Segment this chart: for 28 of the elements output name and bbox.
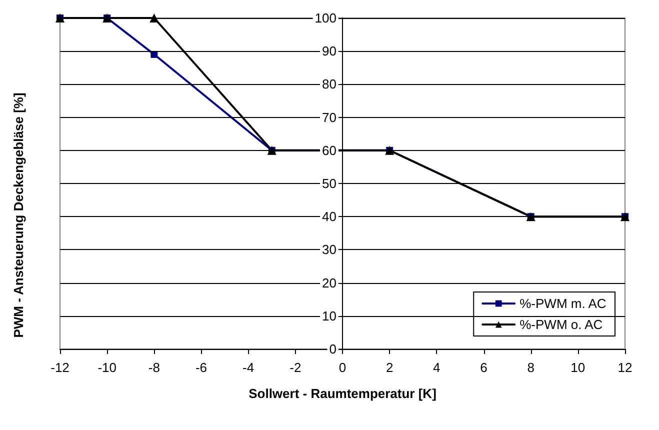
x-tick-label: -8 bbox=[148, 360, 160, 375]
y-axis-title: PWM - Ansteuerung Deckengebläse [%] bbox=[11, 92, 26, 338]
x-tick-label: -6 bbox=[195, 360, 208, 375]
x-tick-label: -10 bbox=[98, 360, 116, 375]
y-tick-label: 60 bbox=[322, 142, 336, 158]
y-tick-label: 100 bbox=[314, 10, 336, 26]
x-tick-label: -4 bbox=[242, 360, 254, 375]
y-tick-label: 40 bbox=[322, 209, 336, 224]
x-tick-label: -12 bbox=[50, 360, 70, 375]
x-tick-label: -2 bbox=[290, 360, 302, 375]
x-tick-label: 12 bbox=[618, 360, 632, 375]
x-tick-label: 4 bbox=[433, 360, 440, 375]
legend-label: %-PWM m. AC bbox=[520, 296, 606, 311]
x-tick-label: 2 bbox=[386, 360, 394, 375]
y-tick-label: 50 bbox=[322, 176, 336, 191]
x-axis-title: Sollwert - Raumtemperatur [K] bbox=[248, 386, 436, 401]
y-tick-label: 20 bbox=[322, 275, 336, 290]
y-tick-label: 0 bbox=[329, 342, 336, 356]
y-tick-label: 30 bbox=[322, 242, 336, 258]
y-tick-label: 10 bbox=[322, 308, 336, 324]
x-tick-label: 10 bbox=[570, 360, 586, 375]
x-tick-label: 0 bbox=[338, 360, 346, 375]
y-tick-label: 70 bbox=[322, 110, 336, 125]
y-tick-label: 80 bbox=[322, 76, 336, 92]
x-tick-label: 8 bbox=[527, 360, 534, 375]
x-tick-label: 6 bbox=[480, 360, 488, 375]
y-tick-label: 90 bbox=[322, 44, 336, 59]
legend-label: %-PWM o. AC bbox=[520, 317, 603, 332]
